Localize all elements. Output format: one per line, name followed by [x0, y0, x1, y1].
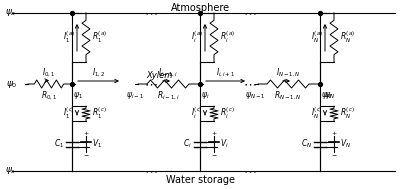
Text: $\psi_{N-1}$: $\psi_{N-1}$ [245, 90, 265, 101]
Text: $V_N$: $V_N$ [340, 138, 351, 150]
Text: $\psi_{i-1}$: $\psi_{i-1}$ [126, 90, 144, 101]
Text: $\psi_N$: $\psi_N$ [321, 90, 332, 101]
Text: $R_1^{(c)}$: $R_1^{(c)}$ [92, 106, 107, 121]
Text: $\psi_s$: $\psi_s$ [5, 166, 16, 177]
Text: $R_N^{(a)}$: $R_N^{(a)}$ [340, 30, 355, 45]
Text: $\psi_1$: $\psi_1$ [73, 90, 83, 101]
Text: $I_N^{(c)}$: $I_N^{(c)}$ [312, 106, 323, 121]
Text: +: + [331, 131, 337, 136]
Text: $\psi_0$: $\psi_0$ [6, 78, 18, 90]
Text: $\cdots$: $\cdots$ [243, 77, 257, 91]
Text: $\cdots$: $\cdots$ [144, 77, 158, 91]
Text: $I_{i,i+1}$: $I_{i,i+1}$ [216, 67, 235, 79]
Text: $I_{1,2}$: $I_{1,2}$ [92, 67, 105, 79]
Text: $I_i^{(a)}$: $I_i^{(a)}$ [191, 30, 203, 45]
Text: $C_N$: $C_N$ [301, 138, 312, 150]
Text: $\cdots$: $\cdots$ [243, 164, 257, 177]
Text: $R_i^{(c)}$: $R_i^{(c)}$ [220, 106, 235, 121]
Text: $I_1^{(c)}$: $I_1^{(c)}$ [64, 106, 75, 121]
Text: $R_i^{(a)}$: $R_i^{(a)}$ [220, 30, 235, 45]
Text: $V_1$: $V_1$ [92, 138, 102, 150]
Text: $R_{i-1,i}$: $R_{i-1,i}$ [156, 90, 180, 102]
Text: Atmosphere: Atmosphere [170, 3, 230, 13]
Text: $R_1^{(a)}$: $R_1^{(a)}$ [92, 30, 107, 45]
Text: $V_i$: $V_i$ [220, 138, 229, 150]
Text: $C_i$: $C_i$ [183, 138, 192, 150]
Text: $-$: $-$ [211, 152, 217, 157]
Text: +: + [211, 131, 217, 136]
Text: $R_{0,1}$: $R_{0,1}$ [41, 90, 57, 102]
Text: $\psi_a$: $\psi_a$ [5, 8, 16, 19]
Text: $\psi_N$: $\psi_N$ [324, 90, 335, 101]
Text: $I_i^{(c)}$: $I_i^{(c)}$ [192, 106, 203, 121]
Text: $-$: $-$ [83, 152, 89, 157]
Text: $\cdots$: $\cdots$ [144, 164, 158, 177]
Text: $\cdots$: $\cdots$ [144, 6, 158, 19]
Text: Xylem: Xylem [147, 71, 173, 80]
Text: $C_1$: $C_1$ [54, 138, 64, 150]
Text: $I_{0,1}$: $I_{0,1}$ [42, 67, 56, 79]
Text: $R_{N-1,N}$: $R_{N-1,N}$ [274, 90, 302, 102]
Text: $I_{i-1,i}$: $I_{i-1,i}$ [158, 67, 178, 79]
Text: $R_N^{(c)}$: $R_N^{(c)}$ [340, 106, 355, 121]
Text: Water storage: Water storage [166, 175, 234, 185]
Text: $I_1^{(a)}$: $I_1^{(a)}$ [63, 30, 75, 45]
Text: $\psi_i$: $\psi_i$ [201, 90, 210, 101]
Text: $\cdots$: $\cdots$ [243, 6, 257, 19]
Text: +: + [83, 131, 89, 136]
Text: $I_{N-1,N}$: $I_{N-1,N}$ [276, 67, 300, 79]
Text: $-$: $-$ [331, 152, 337, 157]
Text: $I_N^{(a)}$: $I_N^{(a)}$ [311, 30, 323, 45]
